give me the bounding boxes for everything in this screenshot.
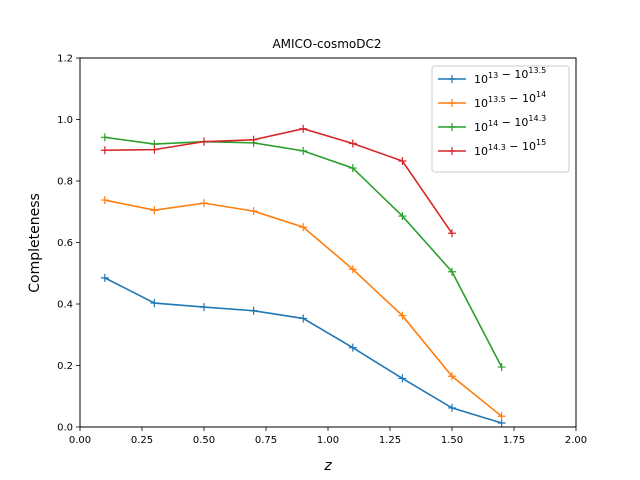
- x-tick-label: 2.00: [565, 435, 587, 446]
- legend-marker: [448, 99, 456, 107]
- y-axis: 0.0 0.2 0.4 0.6 0.8 1.0 1.2: [57, 54, 80, 434]
- legend-exponent: 14: [488, 119, 498, 128]
- data-point: [200, 199, 208, 208]
- data-point: [200, 303, 208, 312]
- data-point: [448, 372, 456, 381]
- data-point: [348, 343, 357, 352]
- series-2: [100, 196, 506, 421]
- x-axis: 0.00 0.25 0.50 0.75 1.00 1.25 1.50 1.75 2.00: [69, 427, 587, 446]
- data-point: [299, 146, 308, 155]
- legend-exponent: 14.3: [488, 143, 506, 152]
- legend-exponent: 15: [536, 138, 546, 147]
- legend-minus: −: [506, 140, 522, 153]
- legend-base: 10: [474, 73, 488, 86]
- legend-base: 10: [522, 140, 536, 153]
- series-4: [100, 124, 456, 238]
- data-point: [398, 374, 407, 383]
- legend-base: 10: [514, 68, 528, 81]
- data-point: [299, 314, 308, 323]
- data-point: [200, 137, 208, 146]
- legend-minus: −: [498, 116, 514, 129]
- data-point: [249, 306, 258, 315]
- data-point: [497, 363, 506, 372]
- legend-label: 1014.3 − 1015: [474, 138, 546, 158]
- legend-box: [431, 65, 570, 173]
- legend-base: 10: [474, 121, 488, 134]
- legend-base: 10: [474, 145, 488, 158]
- data-point: [348, 164, 357, 173]
- y-tick-label: 0.6: [57, 238, 73, 249]
- y-tick-label: 0.0: [57, 423, 73, 434]
- series-line: [104, 127, 453, 234]
- x-tick-label: 1.75: [503, 435, 525, 446]
- legend-marker: [448, 75, 456, 83]
- legend-exponent: 13.5: [488, 95, 506, 104]
- data-point: [299, 124, 308, 133]
- data-point: [448, 267, 456, 276]
- data-point: [150, 299, 159, 308]
- x-tick-label: 0.50: [193, 435, 215, 446]
- legend-entry-3: 1014 − 1014.3: [438, 114, 546, 134]
- legend-label: 1013.5 − 1014: [474, 90, 546, 110]
- x-tick-label: 0.75: [255, 435, 277, 446]
- series-line: [104, 277, 502, 424]
- legend-label: 1014 − 1014.3: [474, 114, 546, 134]
- legend-entry-1: 1013 − 1013.5: [438, 66, 546, 86]
- data-point: [100, 146, 109, 155]
- legend-entry-2: 1013.5 − 1014: [438, 90, 546, 110]
- legend-exponent: 14: [536, 90, 546, 99]
- data-point: [398, 157, 407, 166]
- legend-marker: [448, 147, 456, 155]
- y-tick-label: 1.2: [57, 54, 73, 65]
- data-point: [348, 265, 357, 274]
- data-point: [150, 145, 159, 154]
- data-point: [249, 207, 258, 216]
- legend-exponent: 14.3: [528, 114, 546, 123]
- legend-label: 1013 − 1013.5: [474, 66, 546, 86]
- chart-title: AMICO-cosmoDC2: [272, 37, 381, 51]
- data-point: [497, 419, 506, 428]
- data-point: [150, 206, 159, 215]
- x-axis-title: z: [323, 458, 332, 474]
- y-tick-label: 0.8: [57, 177, 73, 188]
- legend-minus: −: [506, 92, 522, 105]
- data-point: [100, 133, 109, 142]
- legend-base: 10: [474, 97, 488, 110]
- legend-base: 10: [522, 92, 536, 105]
- legend-entry-4: 1014.3 − 1015: [438, 138, 546, 158]
- data-point: [100, 273, 109, 282]
- legend-exponent: 13: [488, 71, 498, 80]
- data-point: [100, 196, 109, 205]
- y-axis-title: Completeness: [27, 193, 43, 293]
- data-point: [249, 135, 258, 144]
- legend-minus: −: [498, 68, 514, 81]
- legend-base: 10: [514, 116, 528, 129]
- data-point: [398, 212, 407, 221]
- series-line: [104, 199, 503, 417]
- x-tick-label: 0.00: [69, 435, 91, 446]
- legend-exponent: 13.5: [528, 66, 546, 75]
- data-point: [398, 311, 407, 320]
- data-point: [348, 139, 357, 148]
- data-point: [497, 412, 506, 421]
- x-tick-label: 0.25: [131, 435, 153, 446]
- legend-marker: [448, 123, 456, 131]
- data-point: [448, 403, 456, 412]
- data-point: [299, 223, 308, 232]
- data-point: [448, 229, 456, 238]
- series-layer: [100, 124, 506, 428]
- x-tick-label: 1.25: [379, 435, 401, 446]
- x-tick-label: 1.50: [441, 435, 463, 446]
- x-tick-label: 1.00: [317, 435, 339, 446]
- y-tick-label: 1.0: [57, 115, 73, 126]
- series-1: [100, 273, 506, 428]
- y-tick-label: 0.4: [57, 300, 73, 311]
- y-tick-label: 0.2: [57, 361, 73, 372]
